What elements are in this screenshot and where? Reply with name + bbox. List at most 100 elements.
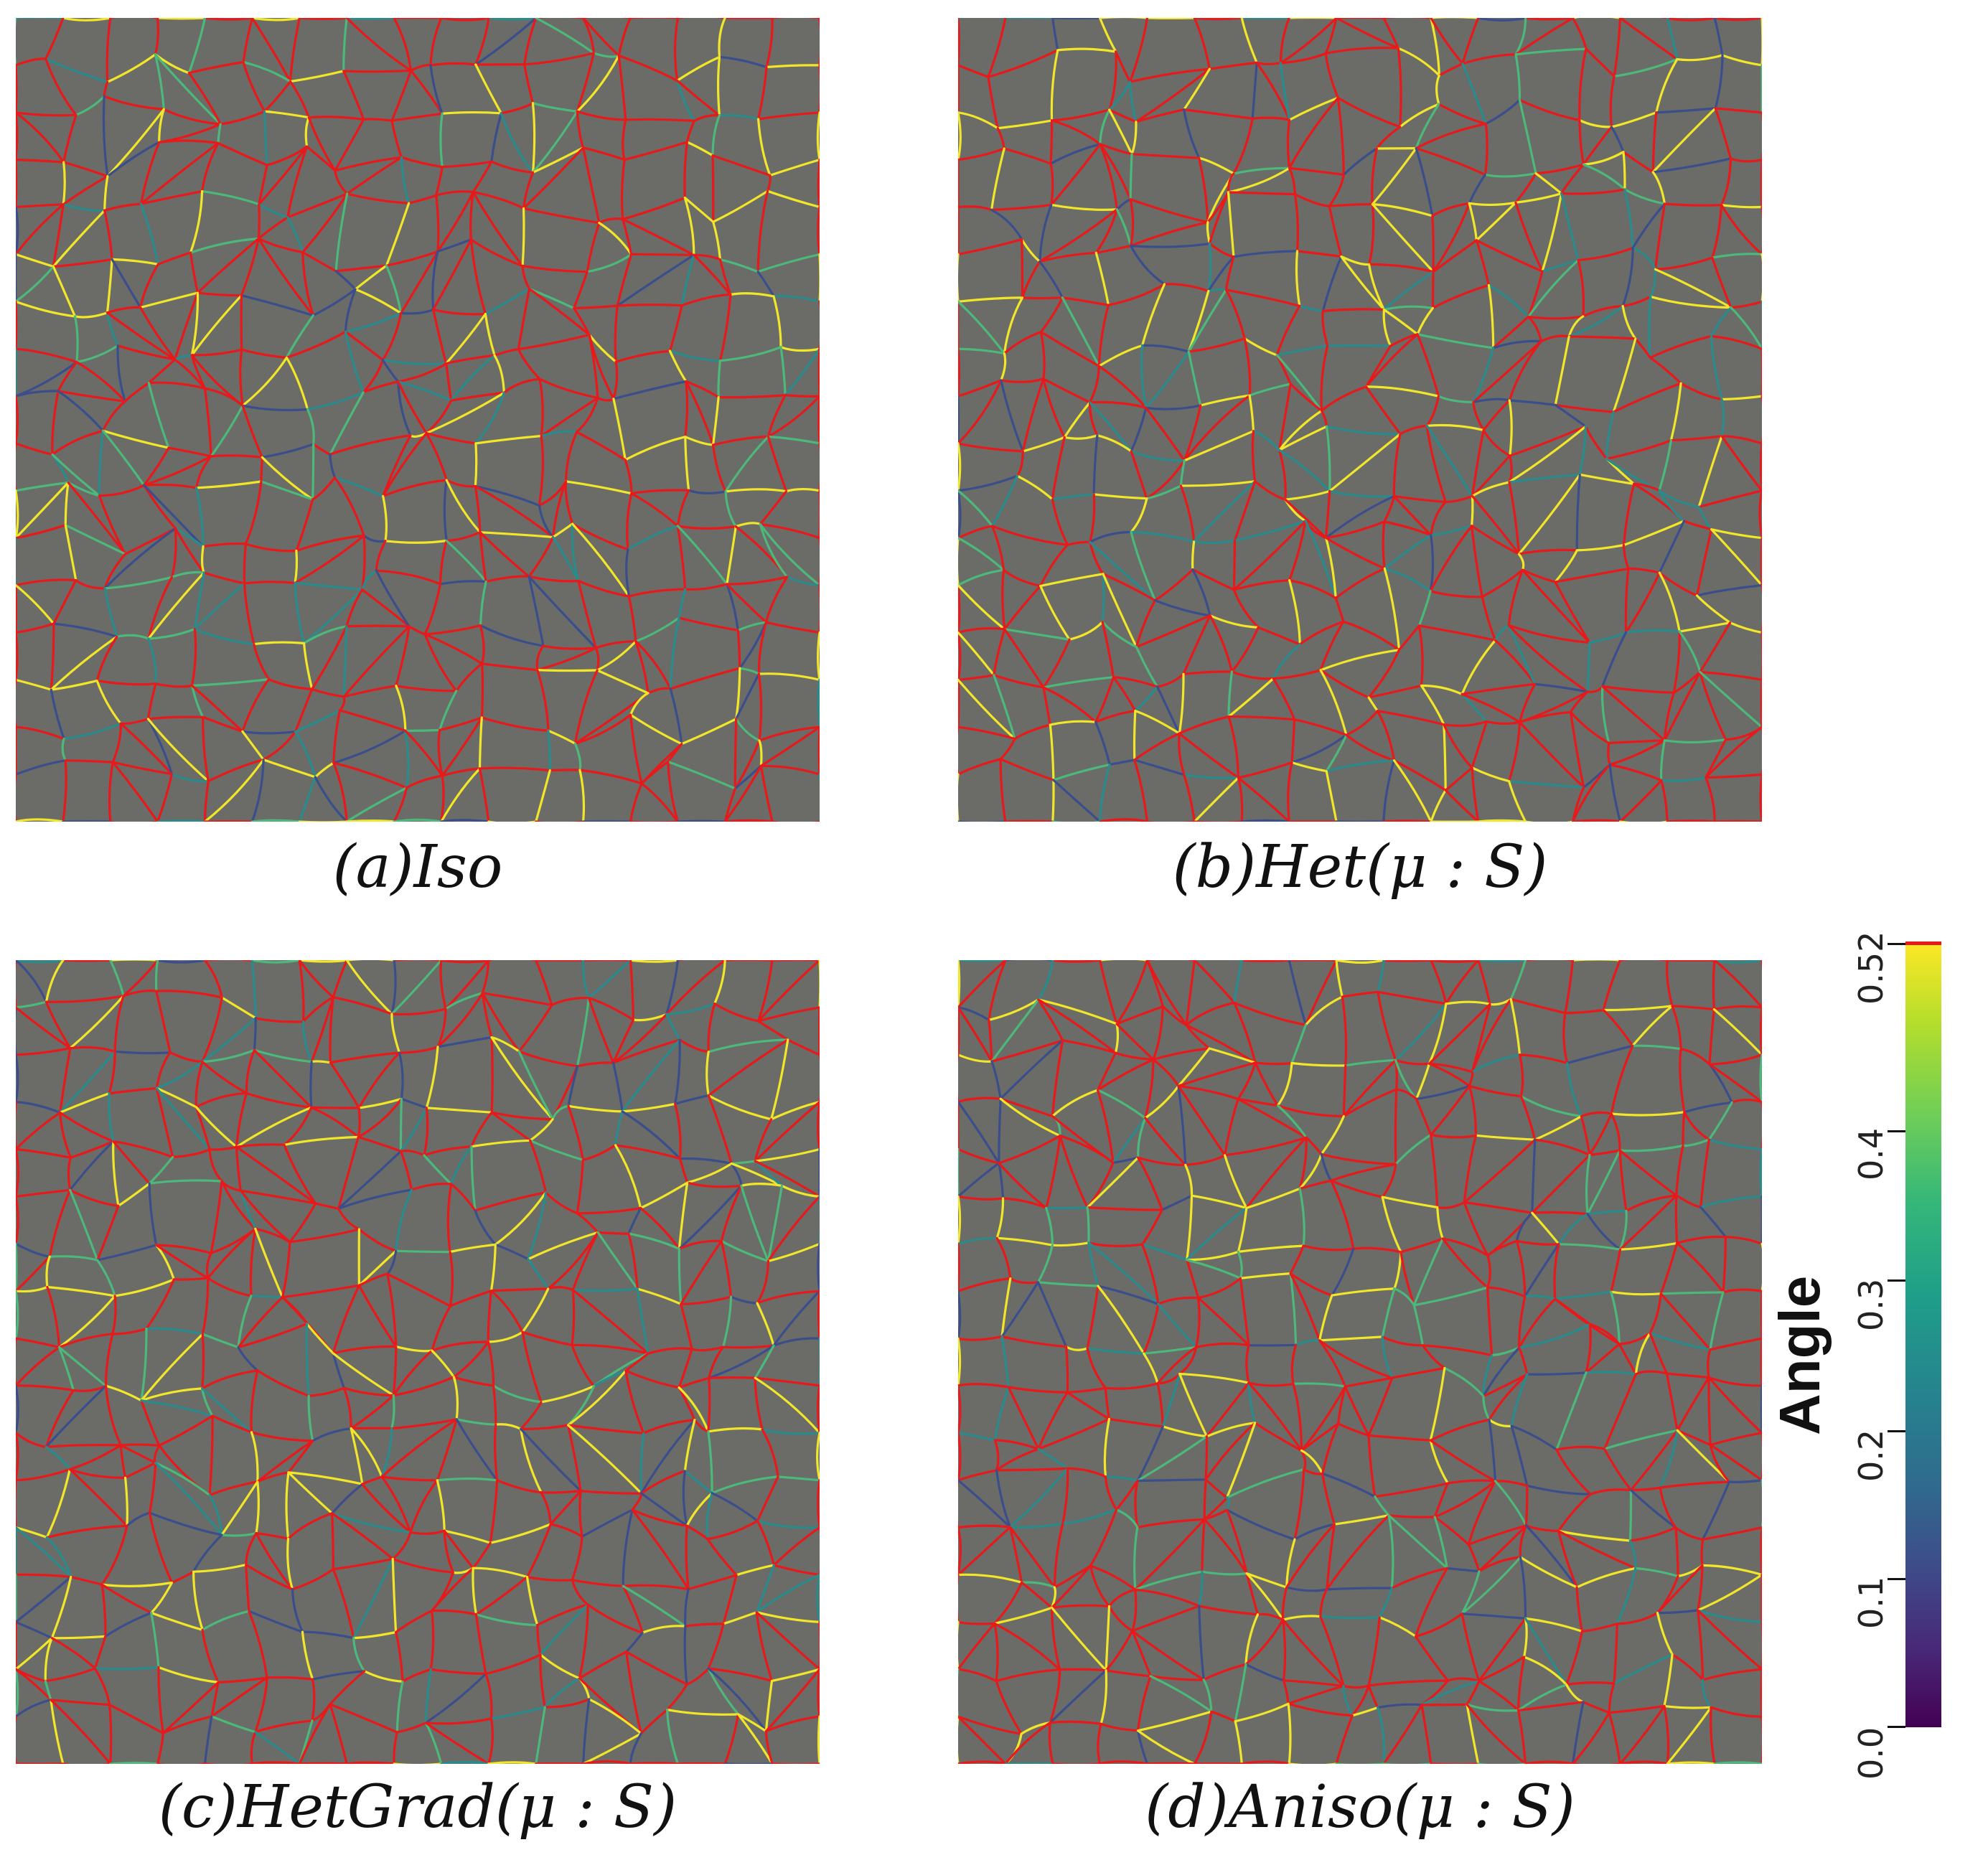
grain-boundary-segment	[1669, 382, 1682, 442]
grain-boundary-segment	[400, 250, 439, 315]
grain-boundary-segment	[1178, 1346, 1198, 1376]
grain-boundary-segment	[1342, 147, 1378, 177]
grain-boundary-segment	[627, 1232, 639, 1290]
grain-boundary-segment	[283, 1135, 360, 1146]
grain-boundary-segment	[707, 1002, 716, 1053]
grain-boundary-segment	[489, 1243, 497, 1292]
grain-boundary-segment	[1237, 776, 1290, 822]
grain-boundary-segment	[50, 688, 65, 741]
grain-boundary-segment	[1305, 1136, 1323, 1155]
grain-boundary-segment	[1627, 567, 1661, 574]
grain-boundary-segment	[1517, 1701, 1585, 1712]
grain-boundary-segment	[581, 1508, 634, 1538]
grain-boundary-segment	[1659, 739, 1666, 781]
grain-boundary-segment	[44, 57, 109, 83]
grain-boundary-segment	[1320, 344, 1329, 412]
grain-boundary-segment	[718, 258, 732, 296]
grain-boundary-segment	[1254, 480, 1287, 501]
grain-boundary-segment	[439, 539, 448, 586]
grain-boundary-segment	[96, 1244, 158, 1262]
grain-boundary-segment	[991, 474, 1018, 527]
grain-boundary-segment	[1288, 579, 1301, 646]
grain-boundary-segment	[1224, 255, 1235, 291]
grain-boundary-segment	[57, 360, 78, 393]
grain-boundary-segment	[1133, 759, 1149, 822]
grain-boundary-segment	[1515, 1239, 1527, 1298]
grain-boundary-segment	[712, 189, 769, 223]
grain-boundary-segment	[1672, 630, 1681, 694]
grain-boundary-segment	[1233, 480, 1257, 542]
grain-boundary-segment	[1376, 710, 1445, 726]
grain-boundary-segment	[201, 1333, 240, 1349]
grain-boundary-segment	[298, 960, 334, 999]
grain-boundary-segment	[484, 575, 530, 583]
grain-boundary-segment	[1144, 1117, 1187, 1166]
grain-boundary-segment	[667, 760, 679, 822]
grain-boundary-segment	[624, 1369, 680, 1389]
grain-boundary-segment	[423, 633, 484, 665]
grain-boundary-segment	[1580, 1111, 1613, 1118]
grain-boundary-segment	[1675, 1194, 1702, 1208]
grain-boundary-segment	[1237, 776, 1244, 822]
grain-boundary-segment	[757, 65, 768, 121]
grain-boundary-segment	[995, 1236, 1054, 1246]
grain-boundary-segment	[435, 194, 440, 253]
grain-boundary-segment	[708, 1344, 775, 1379]
grain-boundary-segment	[573, 271, 589, 310]
grain-boundary-segment	[712, 443, 727, 493]
grain-boundary-segment	[522, 146, 585, 210]
grain-boundary-segment	[1066, 1467, 1107, 1478]
grain-boundary-segment	[958, 960, 1007, 962]
grain-boundary-segment	[757, 111, 820, 121]
grain-boundary-segment	[1683, 1111, 1710, 1141]
grain-boundary-segment	[408, 625, 426, 636]
grain-boundary-segment	[16, 300, 18, 350]
grain-boundary-segment	[1367, 684, 1423, 699]
grain-boundary-segment	[1197, 1297, 1250, 1347]
grain-boundary-segment	[1099, 818, 1149, 822]
grain-boundary-segment	[958, 631, 962, 681]
grain-boundary-segment	[1468, 201, 1517, 207]
grain-boundary-segment	[1209, 614, 1233, 673]
grain-boundary-segment	[1655, 58, 1679, 114]
grain-boundary-segment	[1000, 377, 1045, 383]
grain-boundary-segment	[154, 18, 159, 56]
grain-boundary-segment	[423, 583, 441, 636]
grain-boundary-segment	[756, 960, 774, 1023]
grain-boundary-segment	[1136, 1518, 1206, 1528]
grain-boundary-segment	[350, 1394, 395, 1430]
grain-boundary-segment	[567, 1369, 627, 1427]
grain-boundary-segment	[1208, 1047, 1257, 1064]
grain-boundary-segment	[254, 1017, 305, 1023]
grain-boundary-segment	[1108, 108, 1133, 156]
grain-boundary-segment	[1618, 1194, 1678, 1251]
grain-boundary-segment	[1141, 1208, 1163, 1246]
grain-boundary-segment	[1203, 1508, 1229, 1521]
grain-boundary-segment	[203, 780, 210, 822]
grain-boundary-segment	[1566, 1061, 1583, 1118]
grain-boundary-segment	[1135, 67, 1211, 123]
grain-boundary-segment	[1730, 1098, 1762, 1104]
grain-boundary-segment	[674, 1094, 710, 1105]
grain-boundary-segment	[1494, 1480, 1528, 1527]
grain-boundary-segment	[1244, 1618, 1285, 1666]
grain-boundary-segment	[1430, 500, 1447, 537]
grain-boundary-segment	[298, 960, 348, 963]
grain-boundary-segment	[1471, 428, 1485, 497]
grain-boundary-segment	[75, 95, 106, 116]
grain-boundary-segment	[1320, 1114, 1345, 1155]
grain-boundary-segment	[436, 1008, 447, 1048]
grain-boundary-segment	[1674, 1526, 1679, 1578]
grain-boundary-segment	[294, 581, 306, 644]
grain-boundary-segment	[687, 1574, 738, 1591]
grain-boundary-segment	[1610, 1111, 1686, 1117]
grain-boundary-segment	[306, 145, 337, 172]
grain-boundary-segment	[523, 18, 538, 66]
grain-boundary-segment	[16, 489, 19, 540]
grain-boundary-segment	[1287, 1684, 1345, 1705]
grain-boundary-segment	[1554, 403, 1587, 428]
grain-boundary-segment	[1759, 1147, 1762, 1198]
grain-boundary-segment	[237, 1346, 259, 1372]
grain-boundary-segment	[1042, 676, 1115, 689]
grain-boundary-segment	[1555, 1448, 1592, 1495]
